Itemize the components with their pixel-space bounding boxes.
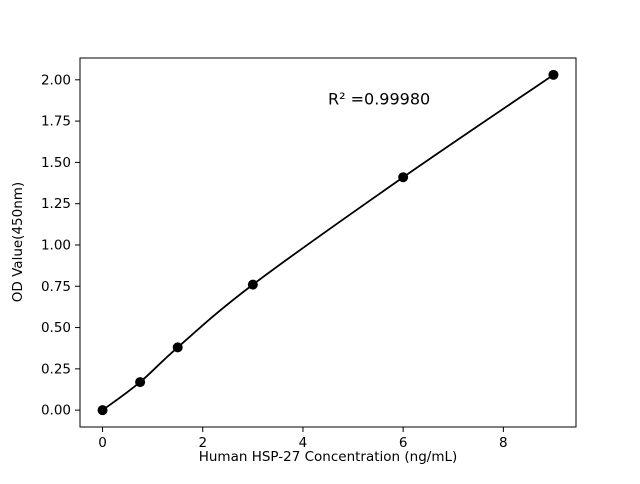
data-point [247,279,258,290]
y-axis-label: OD Value(450nm) [10,182,26,302]
x-tick-label: 8 [499,435,508,451]
plot-area-border [79,57,577,428]
y-tick-label: 1.25 [41,196,71,212]
x-axis-label: Human HSP-27 Concentration (ng/mL) [199,449,458,465]
y-axis-ticks: 0.00 0.25 0.50 0.75 1.00 1.25 1.50 1.75 2.00 [41,72,80,419]
fit-curve [102,74,554,411]
y-tick-label: 0.75 [41,279,71,295]
r-squared-annotation: R² =0.99980 [328,90,430,109]
x-tick-label: 4 [299,435,308,451]
y-tick-label: 0.50 [41,320,71,336]
data-point [398,172,409,183]
x-tick-label: 6 [399,435,408,451]
x-axis-ticks: 0 2 4 6 8 [98,427,508,451]
y-tick-label: 1.75 [41,114,71,130]
x-tick-label: 0 [98,435,107,451]
x-tick-label: 2 [198,435,207,451]
data-points [97,69,559,416]
y-tick-label: 2.00 [41,72,71,88]
y-tick-label: 0.25 [41,361,71,377]
data-point [135,377,146,388]
y-tick-label: 1.00 [41,237,71,253]
y-tick-label: 1.50 [41,155,71,171]
data-point [172,342,183,353]
y-tick-label: 0.00 [41,403,71,419]
data-point [548,69,559,80]
data-point [97,405,108,416]
